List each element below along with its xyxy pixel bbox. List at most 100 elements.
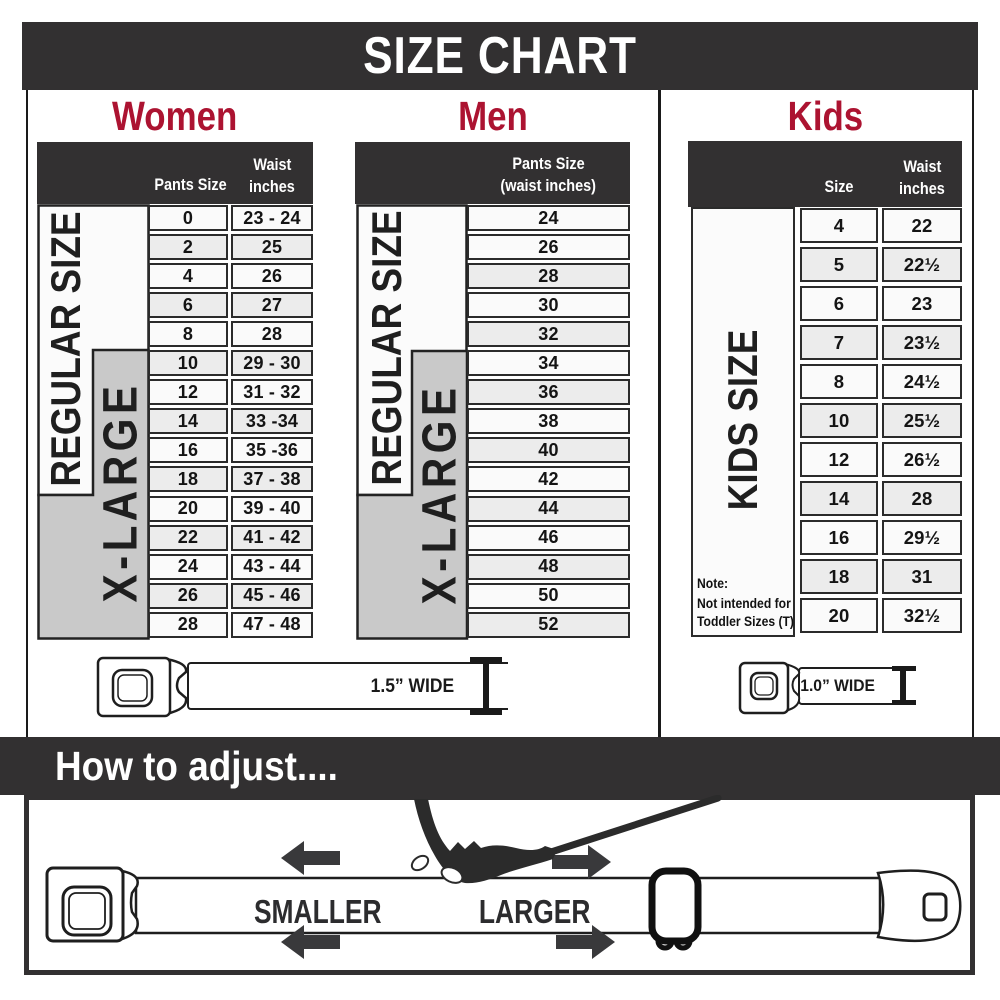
kids-waist-cell: 24½ [882,364,962,399]
kids-size-cell: 20 [800,598,878,633]
men-pants-size-cell: 38 [467,408,630,435]
women-waist-cell: 47 - 48 [231,611,313,638]
men-section-heading: Men [355,93,630,140]
belt-tongue-icon [876,869,962,943]
thumb-tip-icon [440,866,464,884]
women-waist-cell: 43 - 44 [231,553,313,580]
women-pants-size-cell: 22 [148,524,228,551]
left-panel-border [26,90,28,737]
women-waist-cell: 31 - 32 [231,379,313,406]
belt-slider-icon [648,867,702,945]
kids-col-waist: Waist inches [899,157,945,198]
women-pants-size-cell: 8 [148,321,228,348]
adult-belt-icon [96,656,508,718]
adjust-strap-left [134,876,654,935]
how-to-adjust-bar: How to adjust.... [0,737,1000,795]
women-table-header: Pants Size Waist inches [37,142,313,204]
men-pants-size-cell: 30 [467,292,630,319]
kids-size-cell: 8 [800,364,878,399]
kids-note-line3: Toddler Sizes (T) [697,614,794,629]
kids-table-header: Size Waist inches [688,141,962,207]
women-waist-cell: 39 - 40 [231,495,313,522]
women-waist-cell: 33 -34 [231,408,313,435]
women-section-heading: Women [37,93,313,140]
women-pants-size-cell: 6 [148,292,228,319]
kids-waist-cell: 23 [882,286,962,321]
kids-heading-label: Kids [787,93,863,139]
page-title: SIZE CHART [363,27,637,85]
men-pants-size-cell: 42 [467,466,630,493]
men-table-header: Pants Size (waist inches) [355,142,630,204]
men-col-pants-size: Pants Size (waist inches) [500,154,597,195]
women-pants-size-cell: 18 [148,466,228,493]
kids-waist-cell: 31 [882,559,962,594]
adjust-direction-arrows [281,841,615,959]
kids-buckle-slot-inner [754,676,774,696]
kids-waist-cell: 22 [882,208,962,243]
kids-waist-cell: 29½ [882,520,962,555]
panel-divider [658,90,661,737]
kids-size-cell: 10 [800,403,878,438]
kids-size-cell: 4 [800,208,878,243]
kids-col-size: Size [824,177,854,196]
men-regular-label: REGULAR SIZE [363,210,410,486]
women-pants-size-cell: 24 [148,553,228,580]
arrow-right-top-icon [552,845,611,879]
kids-section-heading: Kids [688,93,962,140]
larger-label: LARGER [479,893,591,930]
fingernail-icon [410,854,430,872]
women-waist-cell: 29 - 30 [231,350,313,377]
kids-belt-width-label: 1.0” WIDE [800,676,876,695]
kids-size-cell: 12 [800,442,878,477]
kids-size-band [691,207,795,637]
men-pants-size-cell: 36 [467,379,630,406]
kids-size-cell: 16 [800,520,878,555]
adult-buckle-slot-inner [117,674,148,702]
kids-waist-cell: 23½ [882,325,962,360]
kids-waist-cell: 26½ [882,442,962,477]
adjust-strap-right [696,876,882,935]
kids-size-cell: 6 [800,286,878,321]
arrow-right-bottom-icon [556,925,615,959]
men-pants-size-cell: 34 [467,350,630,377]
adjust-belt-diagram [45,795,962,959]
women-waist-cell: 28 [231,321,313,348]
women-regular-label: REGULAR SIZE [42,211,89,487]
women-waist-cell: 41 - 42 [231,524,313,551]
women-pants-size-cell: 28 [148,611,228,638]
width-ibeam-marker [470,657,502,715]
women-pants-size-cell: 16 [148,437,228,464]
women-waist-cell: 26 [231,263,313,290]
women-waist-cell: 25 [231,234,313,261]
women-pants-size-cell: 14 [148,408,228,435]
women-waist-cell: 35 -36 [231,437,313,464]
right-panel-border [972,90,974,737]
women-waist-cell: 27 [231,292,313,319]
men-xlarge-label: X-LARGE [413,383,467,605]
kids-size-table: 4 22 5 22½ 6 23 7 23½ 8 24½ 10 25½ 12 26½ 14 28 16 29½ 18 3… [800,208,962,638]
kids-note-line1: Note: [697,576,729,591]
women-pants-size-cell: 4 [148,263,228,290]
adult-belt-strap [187,662,508,710]
kids-width-ibeam-marker [892,666,916,705]
women-col-waist: Waist inches [249,155,295,196]
arrow-left-bottom-icon [281,925,340,959]
smaller-label: SMALLER [253,893,382,930]
women-waist-cell: 23 - 24 [231,205,313,231]
women-xlarge-label: X-LARGE [94,381,148,603]
women-col-pants-size: Pants Size [154,175,227,194]
women-pants-size-cell: 26 [148,582,228,609]
men-pants-size-cell: 26 [467,234,630,261]
kids-size-cell: 14 [800,481,878,516]
women-xlarge-band [37,348,150,640]
women-size-table: 0 23 - 24 2 25 4 26 6 27 8 28 10 29 - 30 12 31 - 32 14… [148,205,314,641]
kids-belt-icon [738,661,916,715]
kids-size-cell: 7 [800,325,878,360]
women-heading-label: Women [112,93,238,139]
women-pants-size-cell: 2 [148,234,228,261]
kids-size-label: KIDS SIZE [719,329,766,511]
adult-belt-width-label: 1.5” WIDE [370,676,454,697]
kids-size-cell: 18 [800,559,878,594]
men-pants-size-cell: 44 [467,495,630,522]
